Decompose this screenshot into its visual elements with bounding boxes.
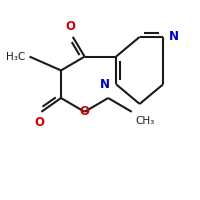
Text: O: O — [34, 116, 44, 129]
Text: H₃C: H₃C — [6, 52, 26, 62]
Text: CH₃: CH₃ — [136, 116, 155, 126]
Text: O: O — [66, 20, 76, 33]
Text: O: O — [80, 105, 90, 118]
Text: N: N — [100, 78, 110, 91]
Text: N: N — [169, 30, 179, 43]
